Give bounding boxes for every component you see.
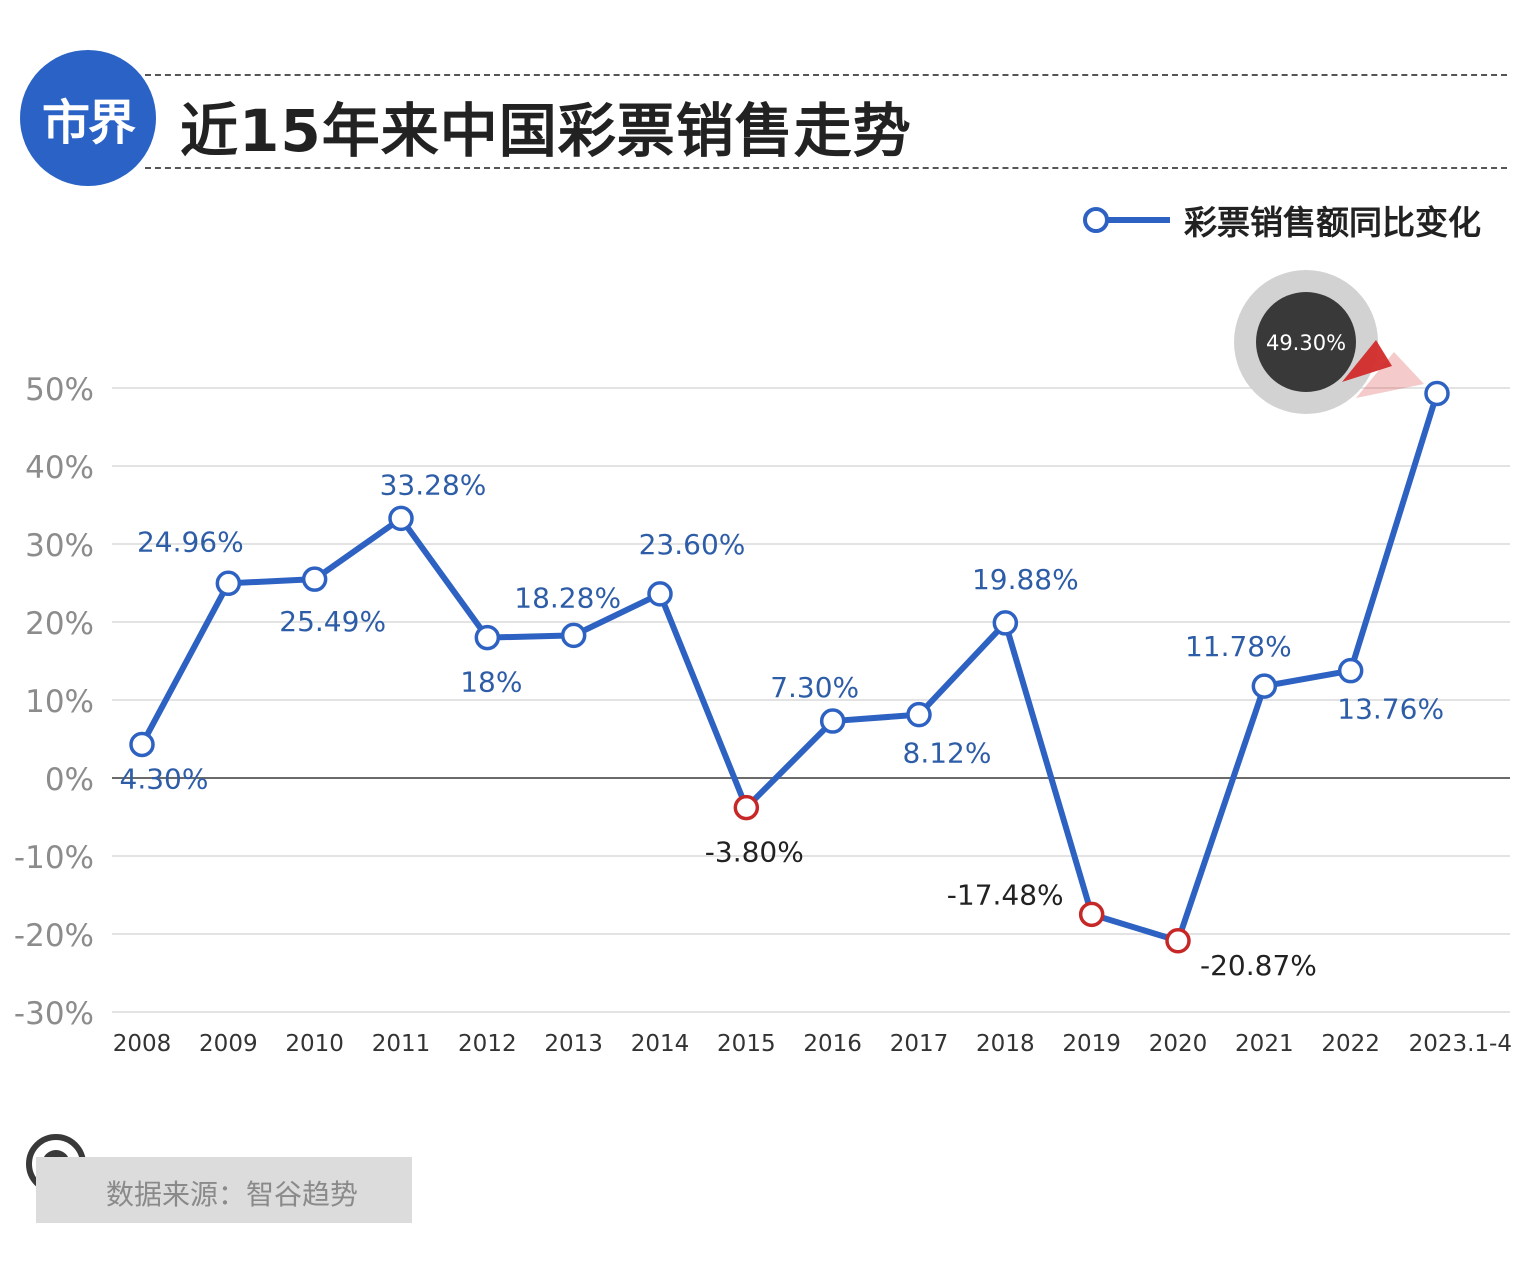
x-tick-label: 2022 — [1321, 1031, 1380, 1057]
series-line — [139, 390, 1440, 944]
data-point — [647, 581, 673, 607]
data-label: -17.48% — [947, 878, 1064, 911]
y-tick-label: 40% — [25, 450, 94, 486]
data-label: 13.76% — [1337, 693, 1444, 726]
legend-line-marker-icon — [1083, 207, 1170, 233]
data-point — [1337, 657, 1364, 684]
data-label: -3.80% — [705, 836, 804, 869]
brand-logo-text: 市界 — [41, 95, 136, 151]
y-tick-label: -10% — [14, 840, 94, 876]
data-label: 18% — [460, 666, 522, 699]
data-label: 18.28% — [514, 581, 621, 614]
legend-label: 彩票销售额同比变化 — [1184, 203, 1481, 242]
data-point — [215, 570, 242, 597]
data-label: 25.49% — [279, 605, 386, 638]
data-label: 8.12% — [903, 737, 992, 770]
y-tick-label: 0% — [45, 762, 94, 798]
x-tick-label: 2019 — [1062, 1031, 1121, 1057]
x-tick-label: 2021 — [1235, 1031, 1294, 1057]
x-tick-label: 2012 — [458, 1031, 517, 1057]
y-tick-label: -30% — [14, 996, 94, 1032]
data-point — [301, 566, 328, 592]
x-tick-label: 2017 — [890, 1031, 949, 1057]
data-point — [819, 708, 846, 734]
data-point — [992, 610, 1019, 636]
data-point — [733, 794, 760, 821]
data-label: 7.30% — [770, 671, 859, 704]
x-tick-label: 2015 — [717, 1031, 776, 1057]
data-label: 11.78% — [1185, 630, 1292, 663]
x-tick-label: 2013 — [544, 1031, 603, 1057]
data-label: 24.96% — [137, 525, 244, 558]
x-tick-label: 2018 — [976, 1031, 1035, 1057]
highlight-badge-label: 49.30% — [1266, 331, 1346, 355]
data-point — [1165, 928, 1191, 954]
highlight-arrow-shadow-icon — [1356, 352, 1424, 398]
highlight-arrow-icon — [1342, 340, 1392, 382]
x-tick-label: 2023.1-4 — [1409, 1031, 1512, 1057]
y-tick-label: 30% — [25, 528, 94, 564]
source-text: 数据来源：智谷趋势 — [106, 1178, 359, 1211]
chart-legend: 彩票销售额同比变化 — [1082, 198, 1481, 242]
chart-title: 近15年来中国彩票销售走势 — [180, 97, 912, 165]
data-point — [1424, 380, 1450, 407]
data-label: 23.60% — [639, 528, 746, 561]
x-tick-label: 2010 — [285, 1031, 344, 1057]
brand-logo: 市界 — [20, 50, 156, 186]
x-tick-label: 2016 — [803, 1031, 862, 1057]
data-point — [560, 622, 587, 649]
title-divider-bottom — [145, 167, 1507, 169]
data-point — [1251, 673, 1278, 699]
data-point — [388, 505, 414, 532]
y-tick-label: 50% — [25, 372, 94, 408]
source-box: 数据来源：智谷趋势 — [36, 1157, 412, 1223]
data-label: 4.30% — [120, 762, 209, 795]
data-label: 19.88% — [972, 563, 1079, 596]
data-point — [1078, 901, 1105, 928]
highlight-badge — [1256, 292, 1356, 392]
data-point — [906, 701, 932, 728]
data-point — [129, 731, 155, 758]
x-tick-label: 2014 — [631, 1031, 690, 1057]
title-divider-top — [145, 74, 1507, 76]
x-tick-label: 2008 — [113, 1031, 172, 1057]
data-label: -20.87% — [1200, 949, 1317, 982]
x-tick-label: 2020 — [1149, 1031, 1208, 1057]
data-point — [474, 624, 501, 651]
y-tick-label: -20% — [14, 918, 94, 954]
y-tick-label: 10% — [25, 684, 94, 720]
y-tick-label: 20% — [25, 606, 94, 642]
data-label: 33.28% — [380, 468, 487, 501]
x-tick-label: 2011 — [372, 1031, 431, 1057]
x-tick-label: 2009 — [199, 1031, 258, 1057]
